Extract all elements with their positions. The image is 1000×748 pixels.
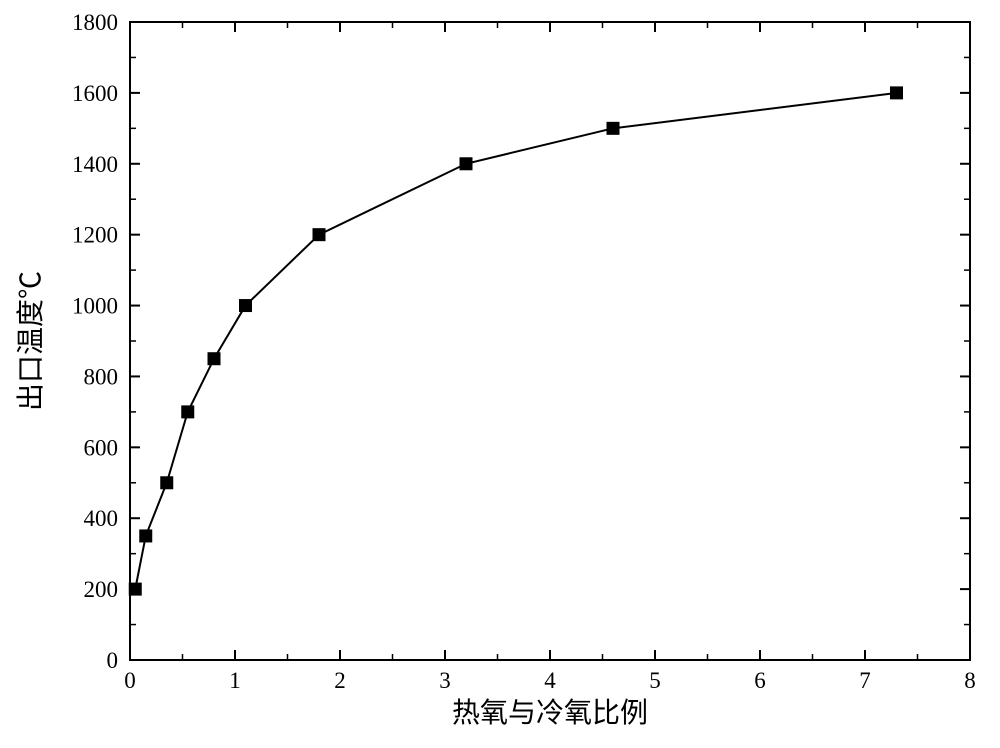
data-marker: [891, 87, 903, 99]
ytick-label: 1400: [72, 152, 118, 177]
ytick-label: 600: [84, 435, 119, 460]
data-marker: [240, 300, 252, 312]
xtick-label: 1: [229, 668, 241, 693]
chart-container: 0 1 2 3 4 5 6 7 8 0 200 400 600 800 1000 1200 1400 1600 18…: [0, 0, 1000, 748]
ytick-label: 0: [107, 648, 119, 673]
data-marker: [313, 229, 325, 241]
y-axis-label: 出口温度℃: [15, 271, 47, 411]
data-marker: [129, 583, 141, 595]
data-marker: [460, 158, 472, 170]
xtick-label: 2: [334, 668, 346, 693]
xtick-label: 7: [859, 668, 871, 693]
ytick-label: 1200: [72, 223, 118, 248]
ytick-label: 400: [84, 506, 119, 531]
data-marker: [607, 122, 619, 134]
data-marker: [182, 406, 194, 418]
ytick-label: 1800: [72, 10, 118, 35]
ytick-label: 800: [84, 364, 119, 389]
data-marker: [208, 353, 220, 365]
xtick-label: 5: [649, 668, 661, 693]
xtick-label: 6: [754, 668, 766, 693]
plot-frame: [130, 22, 970, 660]
xtick-label: 4: [544, 668, 556, 693]
x-axis-label: 热氧与冷氧比例: [452, 697, 648, 729]
xtick-label: 8: [964, 668, 976, 693]
chart-svg: 0 1 2 3 4 5 6 7 8 0 200 400 600 800 1000 1200 1400 1600 18…: [0, 0, 1000, 748]
xtick-label: 0: [124, 668, 136, 693]
series-line: [135, 93, 896, 589]
data-marker: [161, 477, 173, 489]
ytick-label: 1600: [72, 81, 118, 106]
ytick-label: 200: [84, 577, 119, 602]
xtick-label: 3: [439, 668, 451, 693]
data-marker: [140, 530, 152, 542]
ytick-label: 1000: [72, 294, 118, 319]
